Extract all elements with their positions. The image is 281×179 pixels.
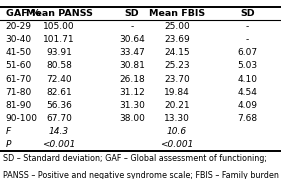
Text: 7.68: 7.68 (237, 114, 257, 123)
Text: 41-50: 41-50 (6, 48, 32, 57)
Text: 13.30: 13.30 (164, 114, 190, 123)
Text: 56.36: 56.36 (46, 101, 72, 110)
Text: SD: SD (240, 9, 255, 18)
Text: -: - (246, 35, 249, 44)
Text: 80.58: 80.58 (46, 61, 72, 71)
Text: 20-29: 20-29 (6, 22, 32, 31)
Text: 25.00: 25.00 (164, 22, 190, 31)
Text: P: P (6, 140, 11, 149)
Text: 31.30: 31.30 (119, 101, 145, 110)
Text: 105.00: 105.00 (43, 22, 75, 31)
Text: 10.6: 10.6 (167, 127, 187, 136)
Text: 67.70: 67.70 (46, 114, 72, 123)
Text: 30-40: 30-40 (6, 35, 32, 44)
Text: 23.69: 23.69 (164, 35, 190, 44)
Text: SD – Standard deviation; GAF – Global assessment of functioning;: SD – Standard deviation; GAF – Global as… (3, 154, 267, 163)
Text: 72.40: 72.40 (46, 74, 72, 84)
Text: -: - (246, 22, 249, 31)
Text: 38.00: 38.00 (119, 114, 145, 123)
Text: 20.21: 20.21 (164, 101, 190, 110)
Text: 61-70: 61-70 (6, 74, 32, 84)
Text: 5.03: 5.03 (237, 61, 257, 71)
Text: 23.70: 23.70 (164, 74, 190, 84)
Text: 24.15: 24.15 (164, 48, 190, 57)
Text: 19.84: 19.84 (164, 88, 190, 97)
Text: 4.09: 4.09 (237, 101, 257, 110)
Text: Mean PANSS: Mean PANSS (26, 9, 92, 18)
Text: 71-80: 71-80 (6, 88, 32, 97)
Text: SD: SD (125, 9, 139, 18)
Text: -: - (130, 22, 134, 31)
Text: 4.54: 4.54 (237, 88, 257, 97)
Text: <0.001: <0.001 (42, 140, 76, 149)
Text: 4.10: 4.10 (237, 74, 257, 84)
Text: F: F (6, 127, 11, 136)
Text: PANSS – Positive and negative syndrome scale; FBIS – Family burden: PANSS – Positive and negative syndrome s… (3, 171, 279, 179)
Text: 93.91: 93.91 (46, 48, 72, 57)
Text: 101.71: 101.71 (43, 35, 75, 44)
Text: 6.07: 6.07 (237, 48, 257, 57)
Text: 82.61: 82.61 (46, 88, 72, 97)
Text: Mean FBIS: Mean FBIS (149, 9, 205, 18)
Text: 31.12: 31.12 (119, 88, 145, 97)
Text: 33.47: 33.47 (119, 48, 145, 57)
Text: <0.001: <0.001 (160, 140, 194, 149)
Text: 30.81: 30.81 (119, 61, 145, 71)
Text: GAF %: GAF % (6, 9, 40, 18)
Text: 51-60: 51-60 (6, 61, 32, 71)
Text: 90-100: 90-100 (6, 114, 38, 123)
Text: 30.64: 30.64 (119, 35, 145, 44)
Text: 25.23: 25.23 (164, 61, 190, 71)
Text: 81-90: 81-90 (6, 101, 32, 110)
Text: 26.18: 26.18 (119, 74, 145, 84)
Text: 14.3: 14.3 (49, 127, 69, 136)
